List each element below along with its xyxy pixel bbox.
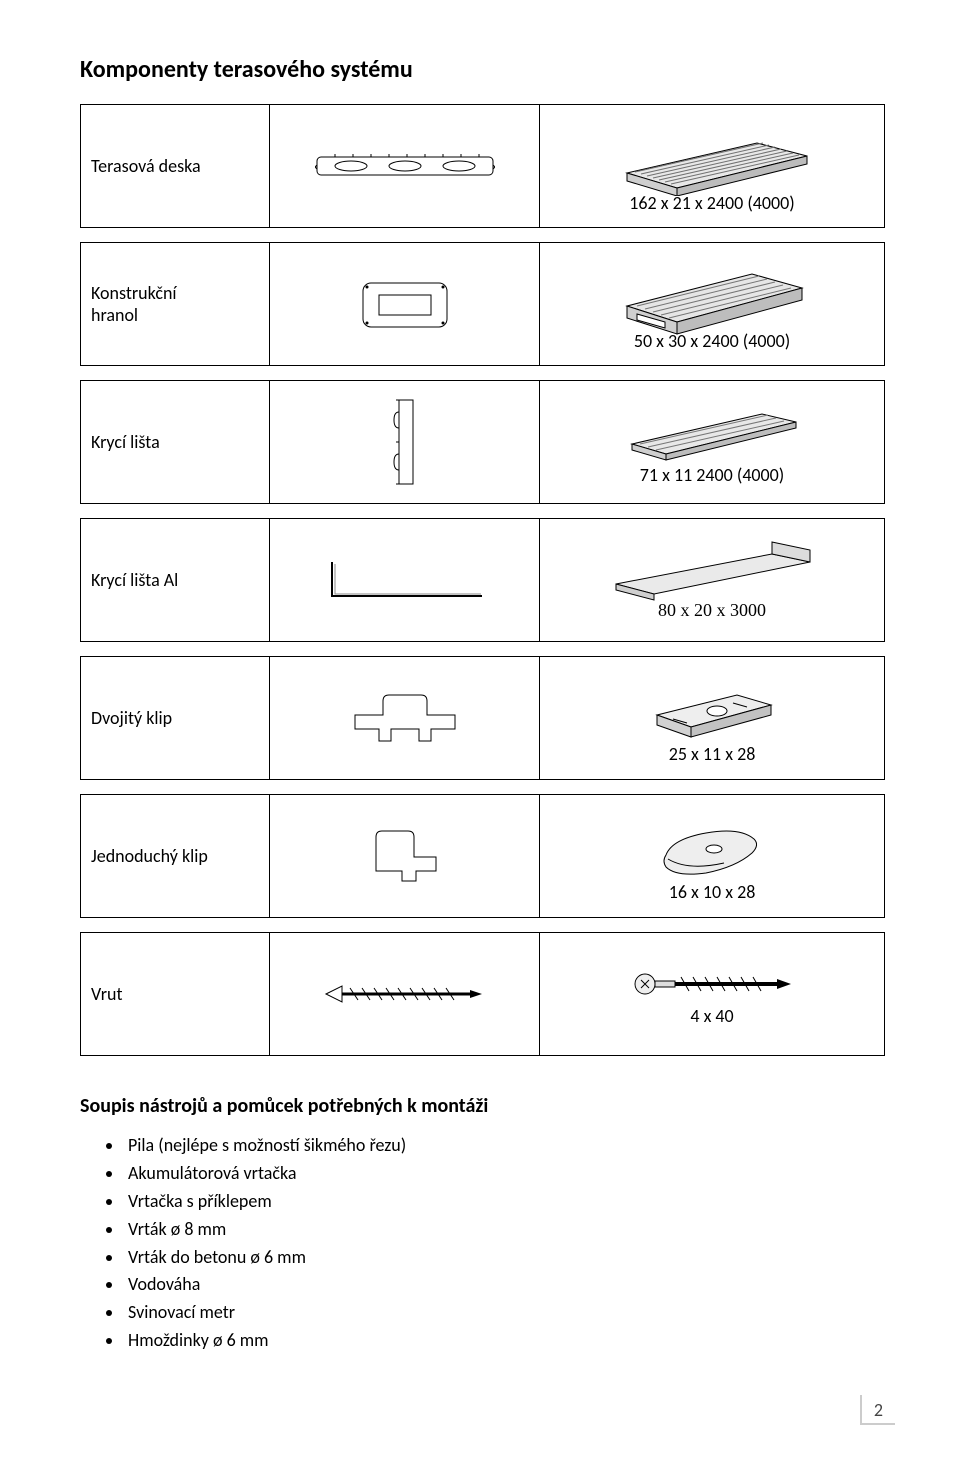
component-dims: 25 x 11 x 28 <box>550 743 874 765</box>
component-profile-diagram <box>270 657 540 780</box>
component-profile-diagram <box>270 933 540 1056</box>
component-profile-diagram <box>270 519 540 642</box>
component-label: Vrut <box>81 933 270 1056</box>
component-profile-diagram <box>270 795 540 918</box>
component-dims: 71 x 11 2400 (4000) <box>550 464 874 486</box>
list-item: Vodováha <box>124 1271 885 1299</box>
tools-heading: Soupis nástrojů a pomůcek potřebných k m… <box>80 1094 885 1118</box>
component-label: Krycí lišta <box>81 381 270 504</box>
component-3d-and-dims: 50 x 30 x 2400 (4000) <box>540 243 885 366</box>
table-row: Krycí lišta 71 x 11 2400 (4000) <box>81 381 885 504</box>
double-clip-3d-icon <box>637 671 787 747</box>
cover-strip-profile-icon <box>375 394 435 490</box>
component-profile-diagram <box>270 105 540 228</box>
tools-list: Pila (nejlépe s možností šikmého řezu) A… <box>124 1132 885 1355</box>
component-3d-and-dims: 4 x 40 <box>540 933 885 1056</box>
component-3d-and-dims: 162 x 21 x 2400 (4000) <box>540 105 885 228</box>
components-table: Terasová deska <box>80 104 885 1056</box>
screw-side-icon <box>320 976 490 1012</box>
component-3d-and-dims: 25 x 11 x 28 <box>540 657 885 780</box>
deck-board-3d-icon <box>607 118 817 196</box>
component-profile-diagram <box>270 243 540 366</box>
list-item: Svinovací metr <box>124 1299 885 1327</box>
component-3d-and-dims: 71 x 11 2400 (4000) <box>540 381 885 504</box>
component-dims: 50 x 30 x 2400 (4000) <box>550 330 874 352</box>
deck-board-profile-icon <box>315 147 495 185</box>
page-number: 2 <box>860 1395 895 1425</box>
al-angle-profile-icon <box>310 550 500 610</box>
list-item: Vrták ø 8 mm <box>124 1216 885 1244</box>
component-label: Dvojitý klip <box>81 657 270 780</box>
table-row: Konstrukční hranol 50 x 30 x <box>81 243 885 366</box>
table-row: Dvojitý klip 25 x 11 x 28 <box>81 657 885 780</box>
table-row: Terasová deska <box>81 105 885 228</box>
component-label: Jednoduchý klip <box>81 795 270 918</box>
component-dims: 4 x 40 <box>550 1005 874 1027</box>
single-clip-profile-icon <box>360 823 450 889</box>
table-row: Krycí lišta Al 80 x 20 x 3000 <box>81 519 885 642</box>
page-title: Komponenty terasového systému <box>80 55 885 84</box>
single-clip-3d-icon <box>642 809 782 885</box>
list-item: Vrtačka s příklepem <box>124 1188 885 1216</box>
component-3d-and-dims: 16 x 10 x 28 <box>540 795 885 918</box>
component-dims: 162 x 21 x 2400 (4000) <box>550 192 874 214</box>
component-dims: 16 x 10 x 28 <box>550 881 874 903</box>
component-3d-and-dims: 80 x 20 x 3000 <box>540 519 885 642</box>
joist-3d-icon <box>607 256 817 336</box>
screw-3d-icon <box>627 961 797 1007</box>
double-clip-profile-icon <box>345 685 465 751</box>
component-dims: 80 x 20 x 3000 <box>550 600 874 621</box>
joist-profile-icon <box>345 269 465 339</box>
list-item: Hmoždinky ø 6 mm <box>124 1327 885 1355</box>
component-label: Konstrukční hranol <box>81 243 270 366</box>
list-item: Akumulátorová vrtačka <box>124 1160 885 1188</box>
al-angle-3d-icon <box>602 540 822 604</box>
list-item: Pila (nejlépe s možností šikmého řezu) <box>124 1132 885 1160</box>
component-label: Terasová deska <box>81 105 270 228</box>
table-row: Vrut 4 x 40 <box>81 933 885 1056</box>
cover-strip-3d-icon <box>612 398 812 470</box>
component-label: Krycí lišta Al <box>81 519 270 642</box>
table-row: Jednoduchý klip 16 x 10 x 28 <box>81 795 885 918</box>
list-item: Vrták do betonu ø 6 mm <box>124 1244 885 1272</box>
component-profile-diagram <box>270 381 540 504</box>
